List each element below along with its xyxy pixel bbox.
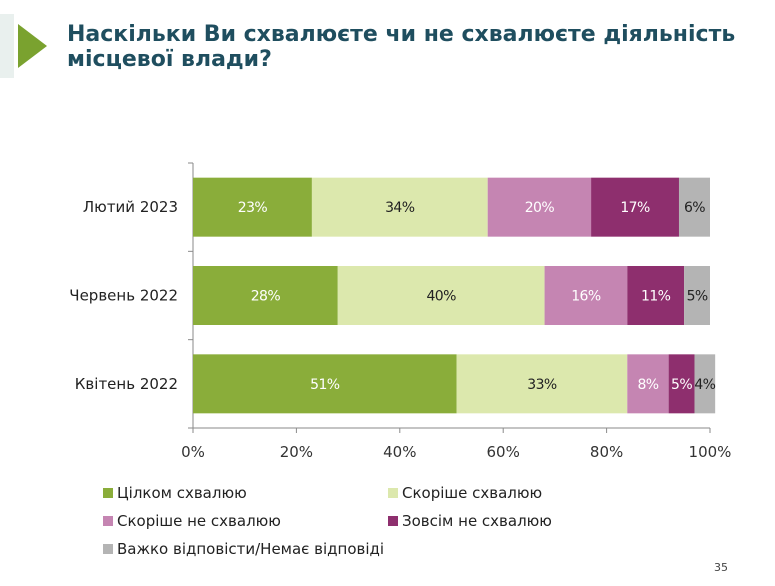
- legend-swatch: [103, 516, 113, 526]
- bar-segment: [193, 177, 312, 237]
- bar-segment: [627, 266, 685, 325]
- data-label: 34%: [385, 200, 415, 216]
- data-label: 8%: [637, 377, 658, 393]
- data-label: 28%: [251, 289, 281, 305]
- bar-segment: [487, 177, 592, 237]
- data-label: 40%: [426, 289, 456, 305]
- stacked-bar-chart: 0% 20% 40% 60% 80% 100% Лютий 2023 23% 34% 20% 17%…: [69, 162, 732, 461]
- bar-segment: [627, 354, 669, 414]
- slide-marker-icon: [0, 14, 47, 78]
- page-title: Наскільки Ви схвалюєте чи не схвалюєте д…: [67, 22, 736, 72]
- legend-swatch: [103, 488, 113, 498]
- x-tick-label: 100%: [689, 443, 732, 461]
- data-label: 5%: [687, 289, 708, 305]
- legend-item: Скоріше схвалюю: [388, 484, 542, 502]
- data-label: 5%: [671, 377, 692, 393]
- bar-segment: [544, 266, 628, 325]
- legend-label: Важко відповісти/Немає відповіді: [117, 540, 385, 558]
- bar-segment: [193, 266, 338, 325]
- legend-swatch: [103, 544, 113, 554]
- legend-swatch: [388, 488, 398, 498]
- data-label: 33%: [527, 377, 557, 393]
- legend-label: Зовсім не схвалюю: [402, 512, 552, 530]
- data-label: 6%: [684, 200, 705, 216]
- legend-item: Скоріше не схвалюю: [103, 512, 281, 530]
- legend-label: Скоріше не схвалюю: [117, 512, 281, 530]
- bar-segment: [337, 266, 545, 325]
- x-tick-label: 0%: [181, 443, 205, 461]
- data-label: 20%: [525, 200, 555, 216]
- legend-item: Цілком схвалюю: [103, 484, 247, 502]
- data-label: 4%: [694, 377, 715, 393]
- legend-label: Цілком схвалюю: [117, 484, 247, 502]
- data-label: 51%: [310, 377, 340, 393]
- bar-segment: [193, 354, 457, 414]
- x-tick-label: 40%: [383, 443, 416, 461]
- category-label: Лютий 2023: [83, 198, 178, 216]
- data-label: 23%: [238, 200, 268, 216]
- bar-segment: [311, 177, 488, 237]
- bar-segment: [456, 354, 628, 414]
- bar-segment: [678, 177, 710, 237]
- page-number: 35: [714, 561, 728, 574]
- data-label: 16%: [571, 289, 601, 305]
- x-tick-label: 60%: [487, 443, 520, 461]
- x-tick-label: 20%: [280, 443, 313, 461]
- x-tick-label: 80%: [590, 443, 623, 461]
- data-label: 17%: [620, 200, 650, 216]
- bar-segment: [694, 354, 716, 414]
- legend-label: Скоріше схвалюю: [402, 484, 543, 502]
- legend-item: Важко відповісти/Немає відповіді: [103, 540, 384, 558]
- legend-swatch: [388, 516, 398, 526]
- bar-segment: [591, 177, 679, 237]
- legend-item: Зовсім не схвалюю: [388, 512, 552, 530]
- category-label: Червень 2022: [69, 287, 178, 305]
- category-label: Квітень 2022: [75, 375, 178, 393]
- bar-segment: [668, 354, 695, 414]
- data-label: 11%: [641, 289, 671, 305]
- bar-segment: [684, 266, 710, 325]
